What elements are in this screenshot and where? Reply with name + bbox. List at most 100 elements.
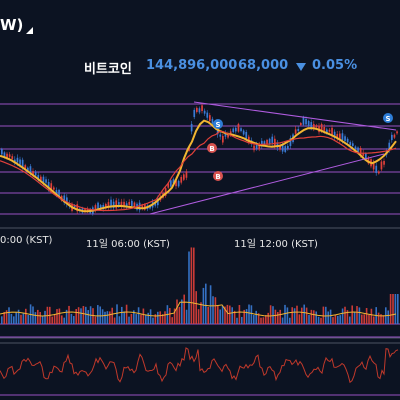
volume-bar (219, 309, 221, 324)
candle-body (352, 143, 354, 146)
candle-body (1, 149, 3, 155)
candle-body (94, 205, 97, 211)
volume-bar (149, 309, 152, 324)
volume-bar (334, 314, 337, 324)
volume-bar (351, 305, 353, 324)
candle-body (198, 108, 201, 113)
volume-bar (310, 309, 313, 324)
candle-body (40, 176, 42, 181)
candle-body (24, 165, 27, 170)
candle-body (237, 123, 240, 132)
candle-body (281, 144, 284, 152)
volume-bar (13, 316, 15, 324)
volume-bar (368, 314, 370, 324)
candle-body (19, 159, 21, 165)
candle-body (196, 107, 198, 112)
candle-body (118, 202, 120, 205)
candle-body (242, 130, 245, 135)
volume-bar (308, 314, 310, 324)
candle-body (302, 116, 305, 125)
candle-body (66, 197, 68, 205)
candle-body (336, 134, 339, 138)
volume-bar (183, 294, 185, 324)
volume-bar (205, 283, 207, 324)
trade-marker: B (207, 143, 217, 153)
volume-bar (75, 309, 77, 324)
price-change: 68,000 (238, 58, 289, 73)
candle-body (375, 165, 378, 173)
volume-bar (25, 308, 27, 324)
volume-bar (221, 305, 224, 324)
candle-body (354, 146, 357, 150)
volume-bar (142, 308, 145, 324)
candle-body (248, 136, 250, 143)
trade-marker-badge (207, 143, 217, 153)
volume-bar (260, 317, 262, 324)
volume-bar (152, 317, 154, 324)
volume-bar (197, 309, 200, 324)
candle-body (310, 122, 313, 128)
trade-marker: S (213, 119, 223, 129)
candle-body (154, 202, 157, 206)
time-label-3: 11일 12:00 (KST) (234, 239, 318, 250)
candle-body (128, 201, 131, 205)
volume-bar (130, 313, 133, 324)
candle-body (253, 145, 255, 151)
volume-bar (97, 305, 99, 324)
volume-bar (296, 305, 298, 324)
candle-body (76, 204, 79, 212)
volume-bar (27, 314, 29, 324)
chart-title[interactable]: W) (0, 16, 24, 34)
volume-bar (233, 310, 236, 324)
volume-bar (392, 294, 394, 324)
candle-body (323, 126, 326, 131)
dropdown-caret-icon[interactable] (26, 27, 33, 34)
candle-body (222, 135, 224, 143)
candle-body (123, 201, 125, 207)
volume-bar (123, 311, 125, 324)
candle-body (209, 115, 211, 122)
volume-bar (346, 310, 349, 324)
volume-bar (387, 310, 389, 324)
candle-body (287, 145, 289, 149)
candle-body (266, 139, 268, 144)
volume-bar (121, 306, 123, 324)
volume-ma-line (0, 301, 397, 317)
volume-bar (140, 314, 142, 324)
candle-body (261, 140, 263, 146)
candle-body (6, 153, 8, 159)
volume-bar (157, 311, 159, 324)
volume-bar (147, 312, 149, 324)
volume-bar (173, 308, 176, 324)
volume-bar (286, 307, 289, 324)
volume-bar (313, 310, 315, 324)
candle-body (391, 134, 393, 141)
candle-body (125, 203, 128, 208)
volume-bar (154, 314, 157, 324)
price-chart[interactable]: S S B B (0, 86, 400, 400)
volume-bar (169, 308, 171, 324)
candle-body (190, 123, 193, 132)
volume-bar (195, 291, 197, 324)
candle-body (21, 159, 24, 168)
volume-bar (116, 304, 118, 324)
volume-bar (365, 308, 368, 324)
top-bar: W) (0, 0, 400, 48)
candle-body (388, 142, 391, 150)
volume-bar (229, 305, 231, 324)
volume-bar (322, 306, 325, 324)
volume-bar (253, 314, 255, 324)
volume-bar (269, 305, 272, 324)
volume-bar (224, 306, 226, 324)
down-arrow-icon (296, 63, 306, 71)
candle-body (289, 138, 292, 146)
volume-bar (397, 294, 399, 324)
volume-bar (317, 316, 320, 324)
volume-bar (217, 305, 219, 324)
volume-bar (332, 317, 334, 324)
trade-marker: B (213, 171, 223, 181)
volume-bar (250, 305, 253, 324)
candle-body (167, 183, 170, 188)
candle-body (307, 121, 310, 126)
volume-bar (262, 317, 265, 324)
